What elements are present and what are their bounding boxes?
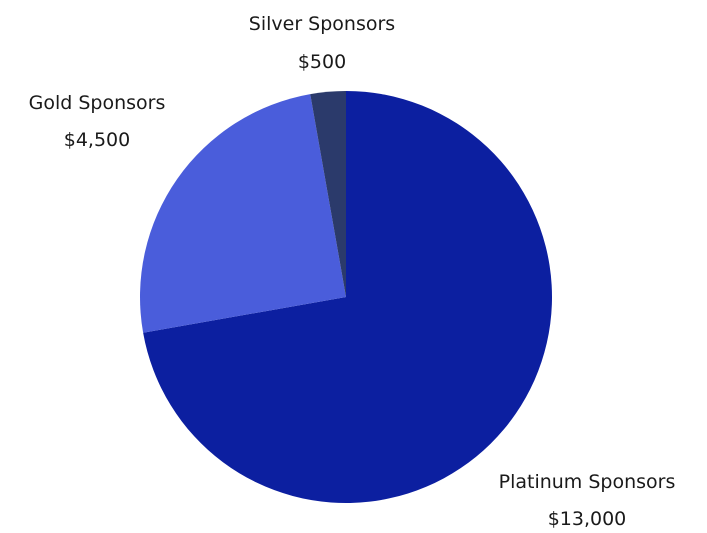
slice-value-silver: $500	[298, 51, 346, 73]
slice-label-platinum: Platinum Sponsors	[499, 471, 676, 493]
pie-slices	[139, 91, 552, 503]
slice-silver	[310, 91, 346, 297]
slice-value-platinum: $13,000	[548, 508, 627, 530]
slice-label-silver: Silver Sponsors	[249, 13, 395, 35]
slice-label-gold: Gold Sponsors	[29, 92, 166, 114]
slice-platinum	[143, 91, 552, 503]
pie-labels: Platinum Sponsors $13,000 Gold Sponsors …	[29, 13, 676, 530]
slice-value-gold: $4,500	[64, 129, 130, 151]
slice-gold	[139, 94, 346, 333]
